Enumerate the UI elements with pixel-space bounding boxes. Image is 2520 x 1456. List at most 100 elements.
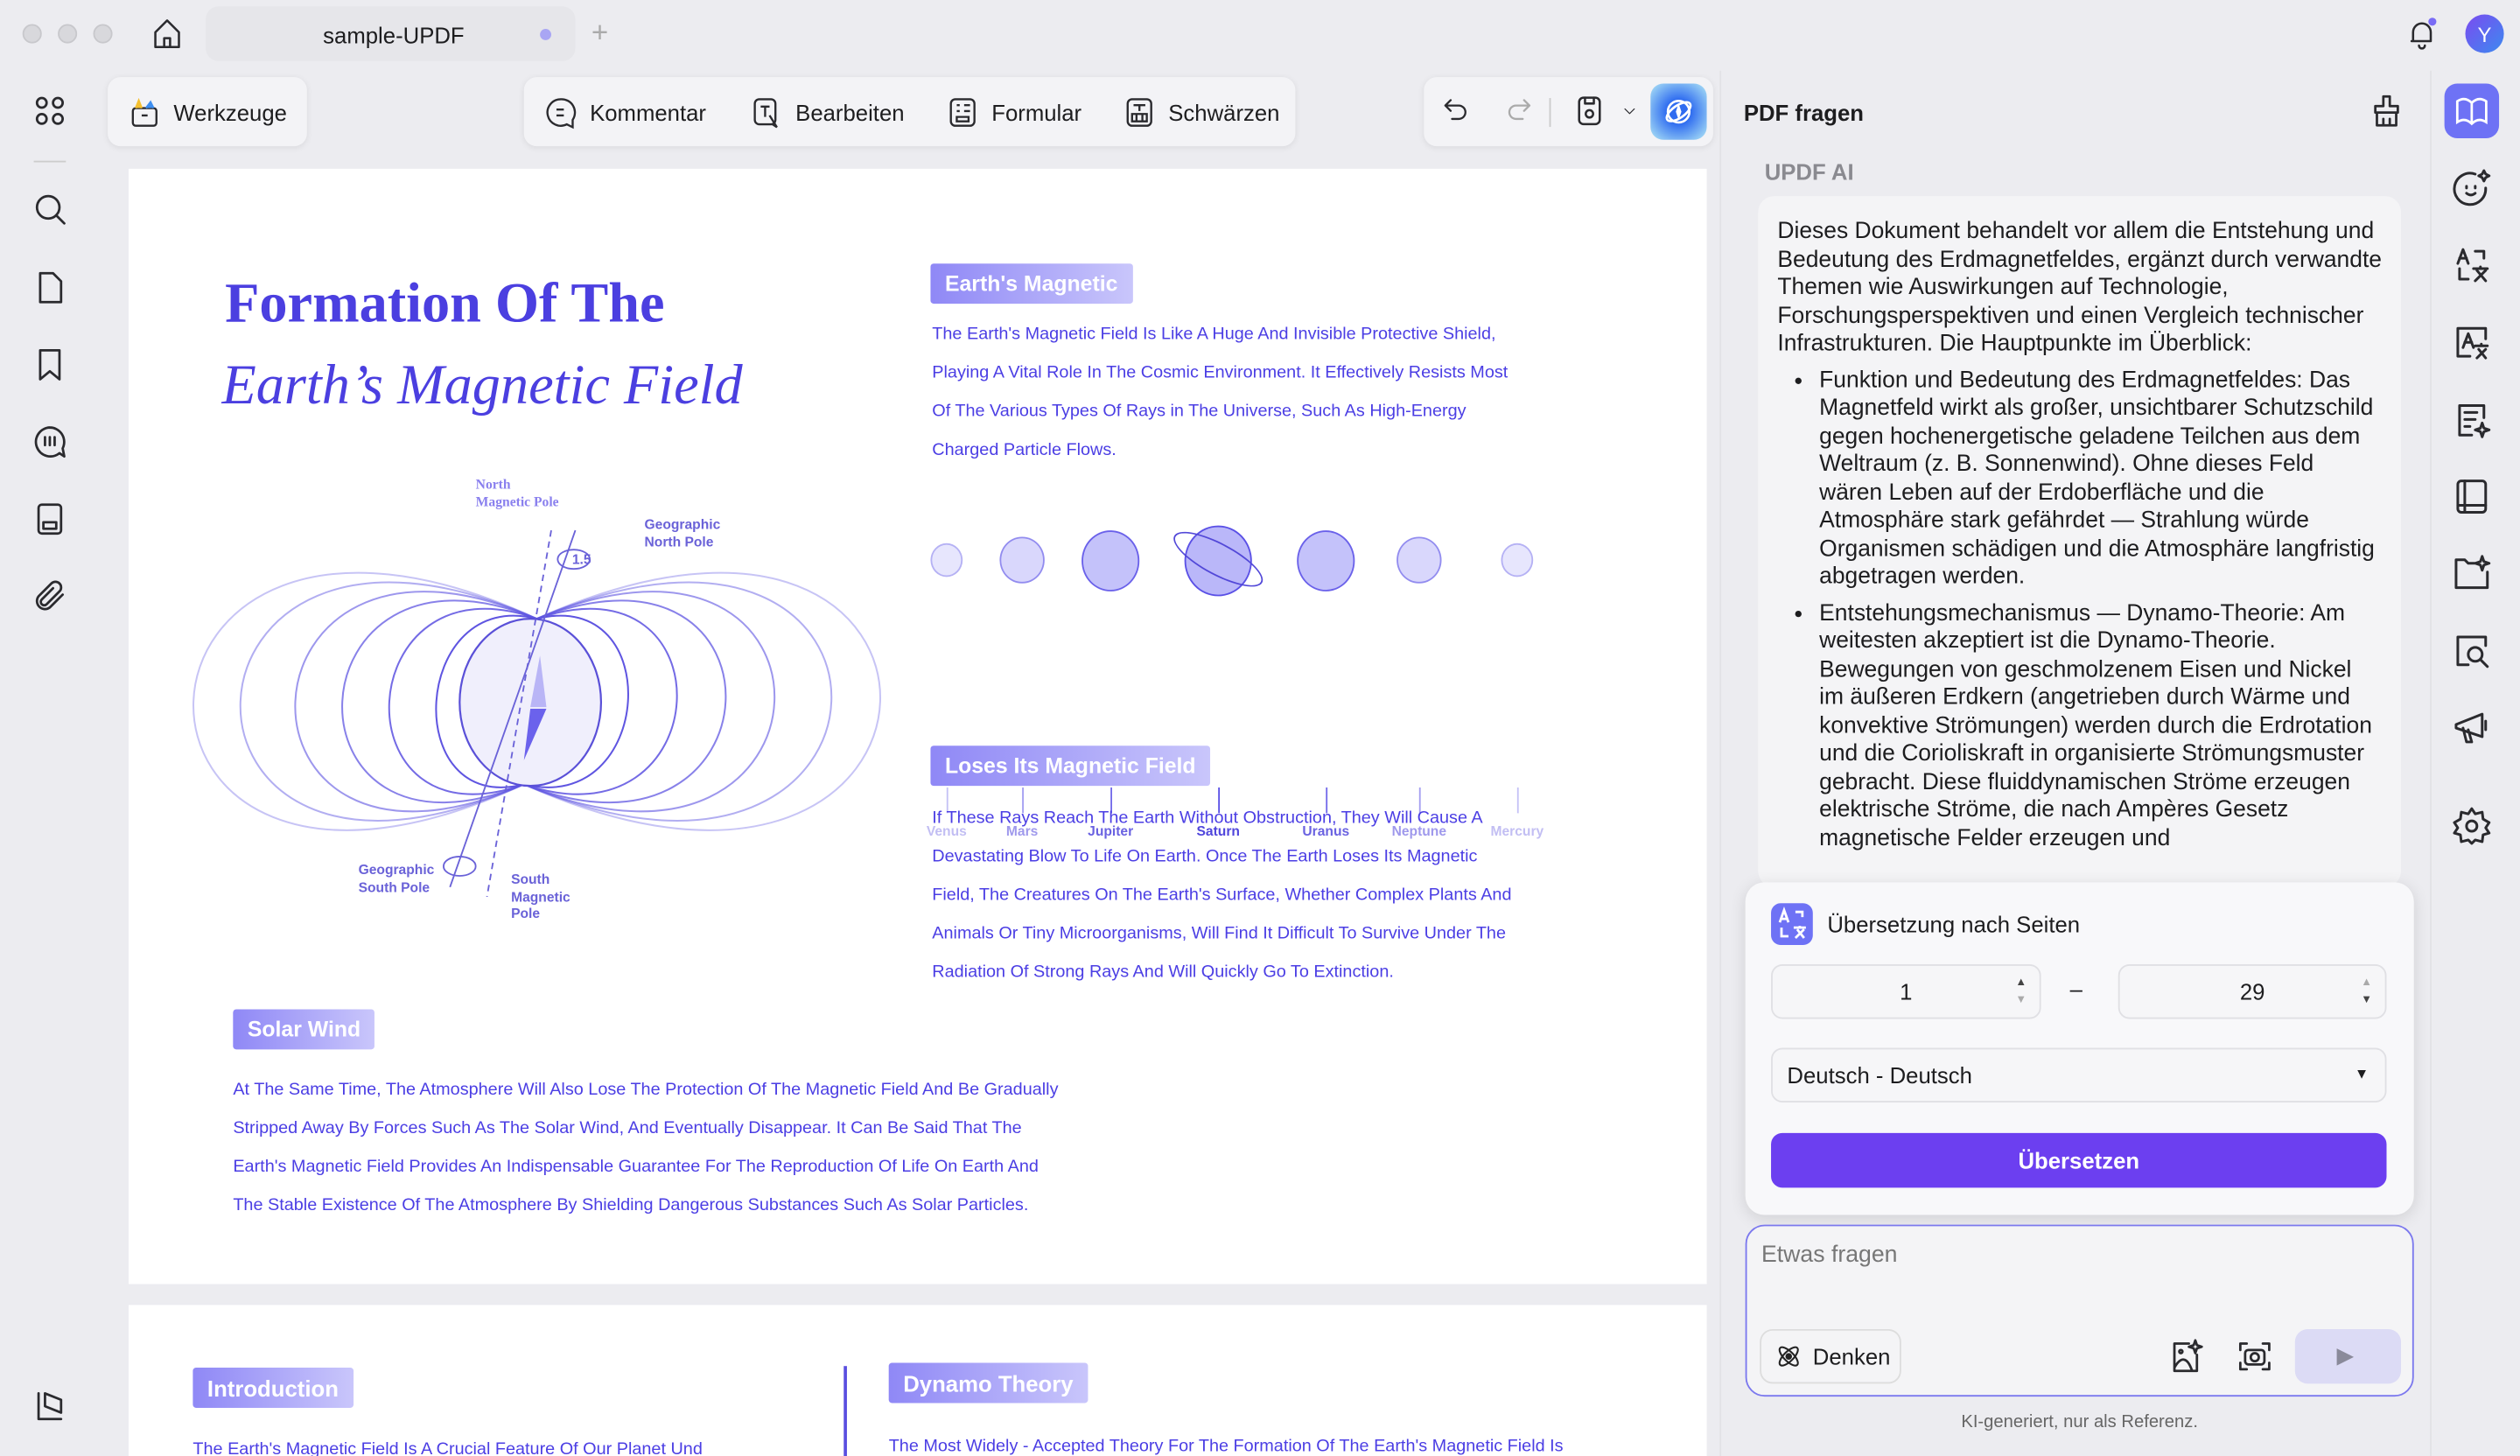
- comments-icon[interactable]: [31, 423, 69, 461]
- ai-message: Dieses Dokument behandelt vor allem die …: [1758, 196, 2402, 887]
- attachment-icon[interactable]: [31, 577, 69, 615]
- planet-label: Saturn: [1196, 822, 1240, 839]
- settings-gear-icon[interactable]: [2451, 805, 2493, 847]
- save-icon[interactable]: [1572, 94, 1606, 129]
- pages-icon[interactable]: [31, 269, 69, 307]
- document-icon[interactable]: [31, 500, 69, 538]
- comment-label: Kommentar: [590, 98, 706, 125]
- think-button[interactable]: Denken: [1760, 1328, 1901, 1384]
- field-line: [341, 599, 537, 804]
- pdf-ask-tab[interactable]: [2444, 83, 2500, 138]
- send-button[interactable]: ▶: [2294, 1328, 2402, 1384]
- layers-icon[interactable]: [31, 1387, 69, 1425]
- form-label: Formular: [991, 98, 1082, 125]
- tools-button[interactable]: Werkzeuge: [108, 77, 307, 147]
- planet-neptune: [1396, 536, 1442, 584]
- document-tab[interactable]: sample-UPDF: [206, 6, 576, 61]
- from-page-stepper[interactable]: 1 ▲ ▼: [1771, 964, 2041, 1019]
- summarize-icon[interactable]: [2451, 399, 2493, 441]
- ai-chat-icon[interactable]: [2451, 167, 2493, 209]
- translate-button[interactable]: Übersetzen: [1771, 1132, 2387, 1188]
- to-page-stepper[interactable]: 29 ▲ ▼: [2118, 964, 2387, 1019]
- translate-tab-icon[interactable]: [2451, 244, 2493, 286]
- ai-disclaimer: KI-generiert, nur als Referenz.: [1961, 1412, 2199, 1432]
- section-heading: Solar Wind: [233, 1009, 375, 1050]
- apps-grid-icon[interactable]: [31, 92, 69, 130]
- atom-icon: [1778, 1346, 1799, 1367]
- planet-tick: [1110, 787, 1112, 814]
- redo-icon[interactable]: [1502, 94, 1535, 127]
- planet-jupiter: [1082, 530, 1140, 592]
- close-window-button[interactable]: [22, 24, 42, 44]
- document-subtitle: Earth’s Magnetic Field: [221, 354, 743, 416]
- field-line: [192, 571, 537, 831]
- maximize-window-button[interactable]: [93, 24, 113, 44]
- edit-button[interactable]: Bearbeiten: [749, 77, 905, 146]
- folder-ai-icon[interactable]: [2451, 553, 2493, 595]
- comment-button[interactable]: Kommentar: [543, 77, 706, 146]
- bell-icon[interactable]: [2404, 16, 2440, 51]
- section-heading: Earth's Magnetic: [930, 263, 1132, 304]
- language-select[interactable]: Deutsch - Deutsch ▼: [1771, 1047, 2387, 1102]
- home-icon[interactable]: [150, 16, 185, 51]
- field-line: [388, 607, 537, 795]
- planet-tick: [1326, 787, 1328, 814]
- geographic-axis: [449, 529, 577, 888]
- edit-text-icon: [753, 97, 778, 128]
- planet-tick: [1218, 787, 1221, 814]
- reader-icon[interactable]: [2451, 476, 2493, 518]
- chevron-down-icon[interactable]: [1621, 103, 1637, 119]
- ai-assistant-button[interactable]: [1650, 83, 1707, 140]
- message-sender: UPDF AI: [1764, 158, 1854, 186]
- avatar[interactable]: Y: [2465, 14, 2504, 53]
- ocr-icon[interactable]: [2451, 321, 2493, 363]
- undo-icon[interactable]: [1440, 94, 1473, 127]
- rotation-arrow-south: [443, 856, 477, 877]
- form-icon: [949, 97, 976, 126]
- mode-toolbar: Kommentar Bearbeiten Formular Schwärzen: [523, 77, 1296, 147]
- field-line: [523, 599, 727, 804]
- history-toolbar: [1424, 77, 1713, 147]
- clear-chat-brush-icon[interactable]: [2367, 92, 2405, 130]
- magnetic-axis: [486, 529, 552, 898]
- screenshot-icon[interactable]: [2236, 1337, 2274, 1376]
- book-sparkle-icon: [2455, 97, 2488, 126]
- label-south-magnetic-pole: South Magnetic Pole: [511, 871, 570, 921]
- field-line: [294, 591, 537, 813]
- redact-icon: [1126, 97, 1152, 126]
- tab-title: sample-UPDF: [323, 22, 465, 49]
- tools-label: Werkzeuge: [173, 98, 287, 125]
- sidebar-divider: [33, 160, 66, 163]
- section-heading: Introduction: [192, 1368, 354, 1408]
- unsaved-dot: [540, 29, 551, 40]
- new-tab-button[interactable]: +: [591, 16, 609, 49]
- planet-label: Neptune: [1391, 822, 1447, 839]
- search-document-icon[interactable]: [2451, 630, 2493, 672]
- minimize-window-button[interactable]: [58, 24, 78, 44]
- bookmark-icon[interactable]: [31, 346, 69, 384]
- presentation-icon[interactable]: [2451, 707, 2493, 749]
- search-icon[interactable]: [31, 190, 69, 228]
- section-paragraph: The Earth's Magnetic Field Is Like A Hug…: [932, 325, 1508, 460]
- field-line: [523, 607, 678, 795]
- planet-mars: [999, 536, 1045, 584]
- redact-button[interactable]: Schwärzen: [1122, 77, 1280, 146]
- image-ai-icon[interactable]: [2166, 1337, 2205, 1376]
- planet-venus: [930, 542, 963, 578]
- section-paragraph: At The Same Time, The Atmosphere Will Al…: [233, 1080, 1059, 1215]
- rotation-arrow-north: [556, 549, 591, 570]
- label-geographic-north-pole: Geographic North Pole: [644, 515, 721, 550]
- planet-saturn: [1184, 525, 1252, 597]
- section-paragraph: The Earth's Magnetic Field Is A Crucial …: [192, 1439, 703, 1456]
- panel-title: PDF fragen: [1743, 99, 1864, 126]
- message-bullet: Entstehungsmechanismus — Dynamo-Theorie:…: [1819, 600, 2382, 853]
- message-intro: Dieses Dokument behandelt vor allem die …: [1777, 218, 2382, 357]
- ask-input[interactable]: Etwas fragen Denken ▶: [1745, 1224, 2414, 1397]
- document-title: Formation Of The: [225, 271, 665, 335]
- section-heading: Dynamo Theory: [888, 1362, 1088, 1404]
- pdf-page-2: Introduction The Earth's Magnetic Field …: [128, 1305, 1707, 1456]
- planet-tick: [1516, 787, 1519, 814]
- form-button[interactable]: Formular: [945, 77, 1082, 146]
- column-divider: [844, 1366, 847, 1456]
